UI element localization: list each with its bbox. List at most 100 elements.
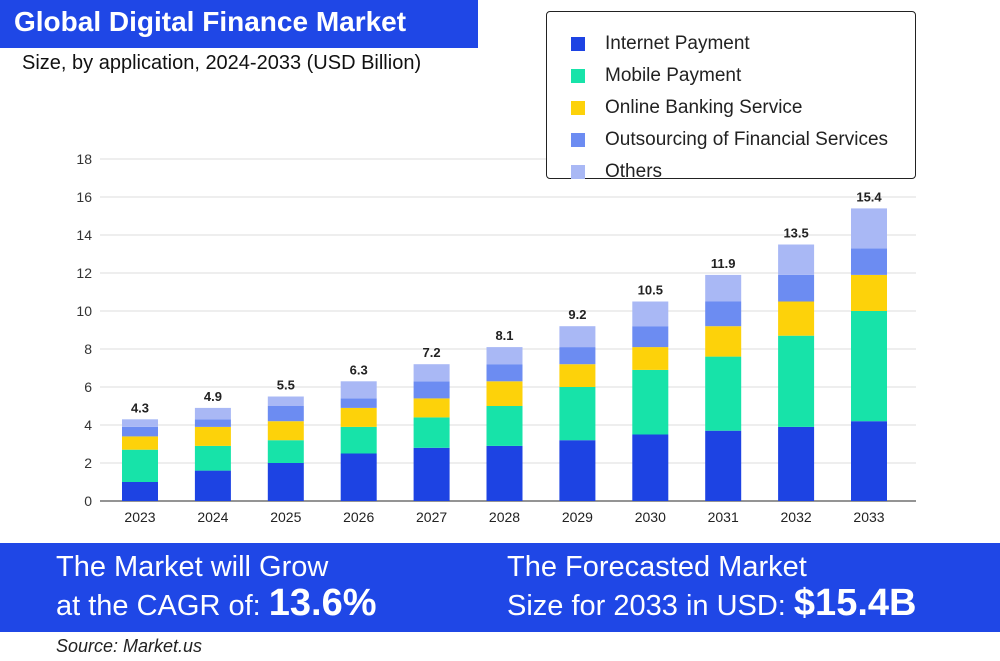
cagr-label: at the CAGR of: [56, 590, 261, 622]
legend-item-online-banking: Online Banking Service [571, 96, 803, 120]
legend-swatch [571, 69, 585, 83]
bar-segment-mobile-payment [559, 387, 596, 441]
y-tick-label: 6 [84, 379, 92, 395]
y-tick-label: 4 [84, 417, 92, 433]
bar-segment-online-banking-service [122, 436, 158, 450]
legend-swatch [571, 165, 585, 179]
legend-item-others: Others [571, 160, 662, 184]
forecast-label: Size for 2033 in USD: [507, 590, 786, 622]
legend-label: Mobile Payment [605, 65, 742, 86]
bar-segment-outsourcing-of-financial-services [705, 301, 742, 327]
forecast-value: $15.4B [793, 582, 917, 624]
bar-segment-online-banking-service [413, 398, 450, 418]
x-tick-label: 2023 [124, 509, 155, 525]
forecast-line-2: Size for 2033 in USD: $15.4B [507, 582, 917, 624]
y-tick-label: 2 [84, 455, 92, 471]
stacked-bar-chart: 0 2 4 6 8 10 12 14 16 18 4.3 2023 4.9 2024 5.5 2025 6.3 2… [76, 151, 916, 525]
title-banner: Global Digital Finance Market [0, 0, 478, 48]
data-label-total: 13.5 [783, 226, 808, 241]
bar-segment-online-banking-service [851, 274, 887, 311]
bar-segment-internet-payment [122, 482, 158, 501]
bar-segment-others [778, 244, 815, 275]
bar-segment-mobile-payment [413, 417, 450, 448]
bar-segment-internet-payment [267, 463, 304, 501]
bar-segment-internet-payment [851, 421, 887, 501]
data-label-total: 9.2 [568, 307, 586, 322]
bar-segment-internet-payment [632, 434, 669, 501]
bar-segment-outsourcing-of-financial-services [413, 381, 450, 399]
bar-segment-mobile-payment [632, 369, 669, 435]
legend-label: Others [605, 161, 663, 182]
bar-segment-online-banking-service [632, 347, 669, 370]
chart-legend: Internet Payment Mobile Payment Online B… [546, 11, 916, 182]
x-tick-label: 2027 [416, 509, 447, 525]
x-tick-label: 2032 [781, 509, 812, 525]
bar-segment-online-banking-service [340, 407, 377, 427]
y-tick-label: 12 [76, 265, 92, 281]
bar-segment-others [486, 347, 523, 365]
bar-segment-mobile-payment [486, 406, 523, 446]
bar-segment-mobile-payment [705, 356, 742, 431]
data-label-total: 7.2 [423, 345, 441, 360]
bar-segment-mobile-payment [340, 426, 377, 454]
bar-segment-mobile-payment [778, 335, 815, 427]
bar-segment-internet-payment [340, 453, 377, 501]
bar-segment-outsourcing-of-financial-services [340, 398, 377, 408]
bar-segment-others [705, 274, 742, 302]
cagr-value: 13.6% [268, 582, 377, 624]
cagr-line-1: The Market will Grow [56, 551, 329, 583]
data-label-total: 6.3 [350, 362, 368, 377]
x-tick-label: 2029 [562, 509, 593, 525]
bar-segment-mobile-payment [194, 445, 231, 471]
chart-title: Global Digital Finance Market [14, 6, 407, 37]
legend-label: Online Banking Service [605, 97, 803, 118]
bar-segment-online-banking-service [486, 381, 523, 406]
legend-item-outsourcing: Outsourcing of Financial Services [571, 128, 888, 152]
cagr-line-2: at the CAGR of: 13.6% [56, 582, 377, 624]
bar-segment-outsourcing-of-financial-services [194, 419, 231, 427]
bar-segment-mobile-payment [851, 311, 887, 422]
bar-segment-mobile-payment [267, 440, 304, 463]
legend-item-internet-payment: Internet Payment [571, 32, 750, 56]
bar-segment-outsourcing-of-financial-services [559, 347, 596, 365]
bar-segment-outsourcing-of-financial-services [778, 274, 815, 302]
data-label-total: 8.1 [495, 328, 513, 343]
data-label-total: 11.9 [711, 256, 736, 271]
x-tick-label: 2033 [853, 509, 884, 525]
bar-segment-others [122, 419, 158, 427]
x-tick-label: 2028 [489, 509, 520, 525]
y-tick-label: 14 [76, 227, 92, 243]
bar-segment-internet-payment [194, 470, 231, 501]
data-label-total: 5.5 [277, 378, 295, 393]
y-tick-label: 0 [84, 493, 92, 509]
bar-segment-outsourcing-of-financial-services [122, 426, 158, 437]
bar-segment-others [194, 407, 231, 420]
y-tick-label: 8 [84, 341, 92, 357]
x-tick-label: 2024 [197, 509, 228, 525]
bar-segment-internet-payment [486, 445, 523, 501]
data-label-total: 10.5 [638, 283, 663, 298]
bar-segment-online-banking-service [705, 326, 742, 357]
bar-segment-online-banking-service [559, 364, 596, 387]
bar-segment-internet-payment [559, 440, 596, 501]
y-tick-label: 10 [76, 303, 92, 319]
bar-segment-others [632, 301, 669, 327]
bar-segment-online-banking-service [267, 421, 304, 441]
x-tick-label: 2030 [635, 509, 666, 525]
x-tick-label: 2026 [343, 509, 374, 525]
bar-segment-online-banking-service [778, 301, 815, 336]
bar-segment-internet-payment [705, 430, 742, 501]
bar-segment-others [851, 208, 887, 249]
bar-segment-internet-payment [778, 426, 815, 501]
x-tick-label: 2025 [270, 509, 301, 525]
source-note: Source: Market.us [56, 636, 203, 656]
legend-label: Internet Payment [605, 33, 750, 54]
bar-segment-outsourcing-of-financial-services [267, 406, 304, 422]
data-label-total: 4.3 [131, 400, 149, 415]
bar-segment-online-banking-service [194, 426, 231, 446]
data-label-total: 4.9 [204, 389, 222, 404]
bar-segment-others [267, 396, 304, 406]
bar-segment-others [340, 381, 377, 399]
bar-segment-mobile-payment [122, 449, 158, 482]
bar-segment-outsourcing-of-financial-services [632, 326, 669, 348]
